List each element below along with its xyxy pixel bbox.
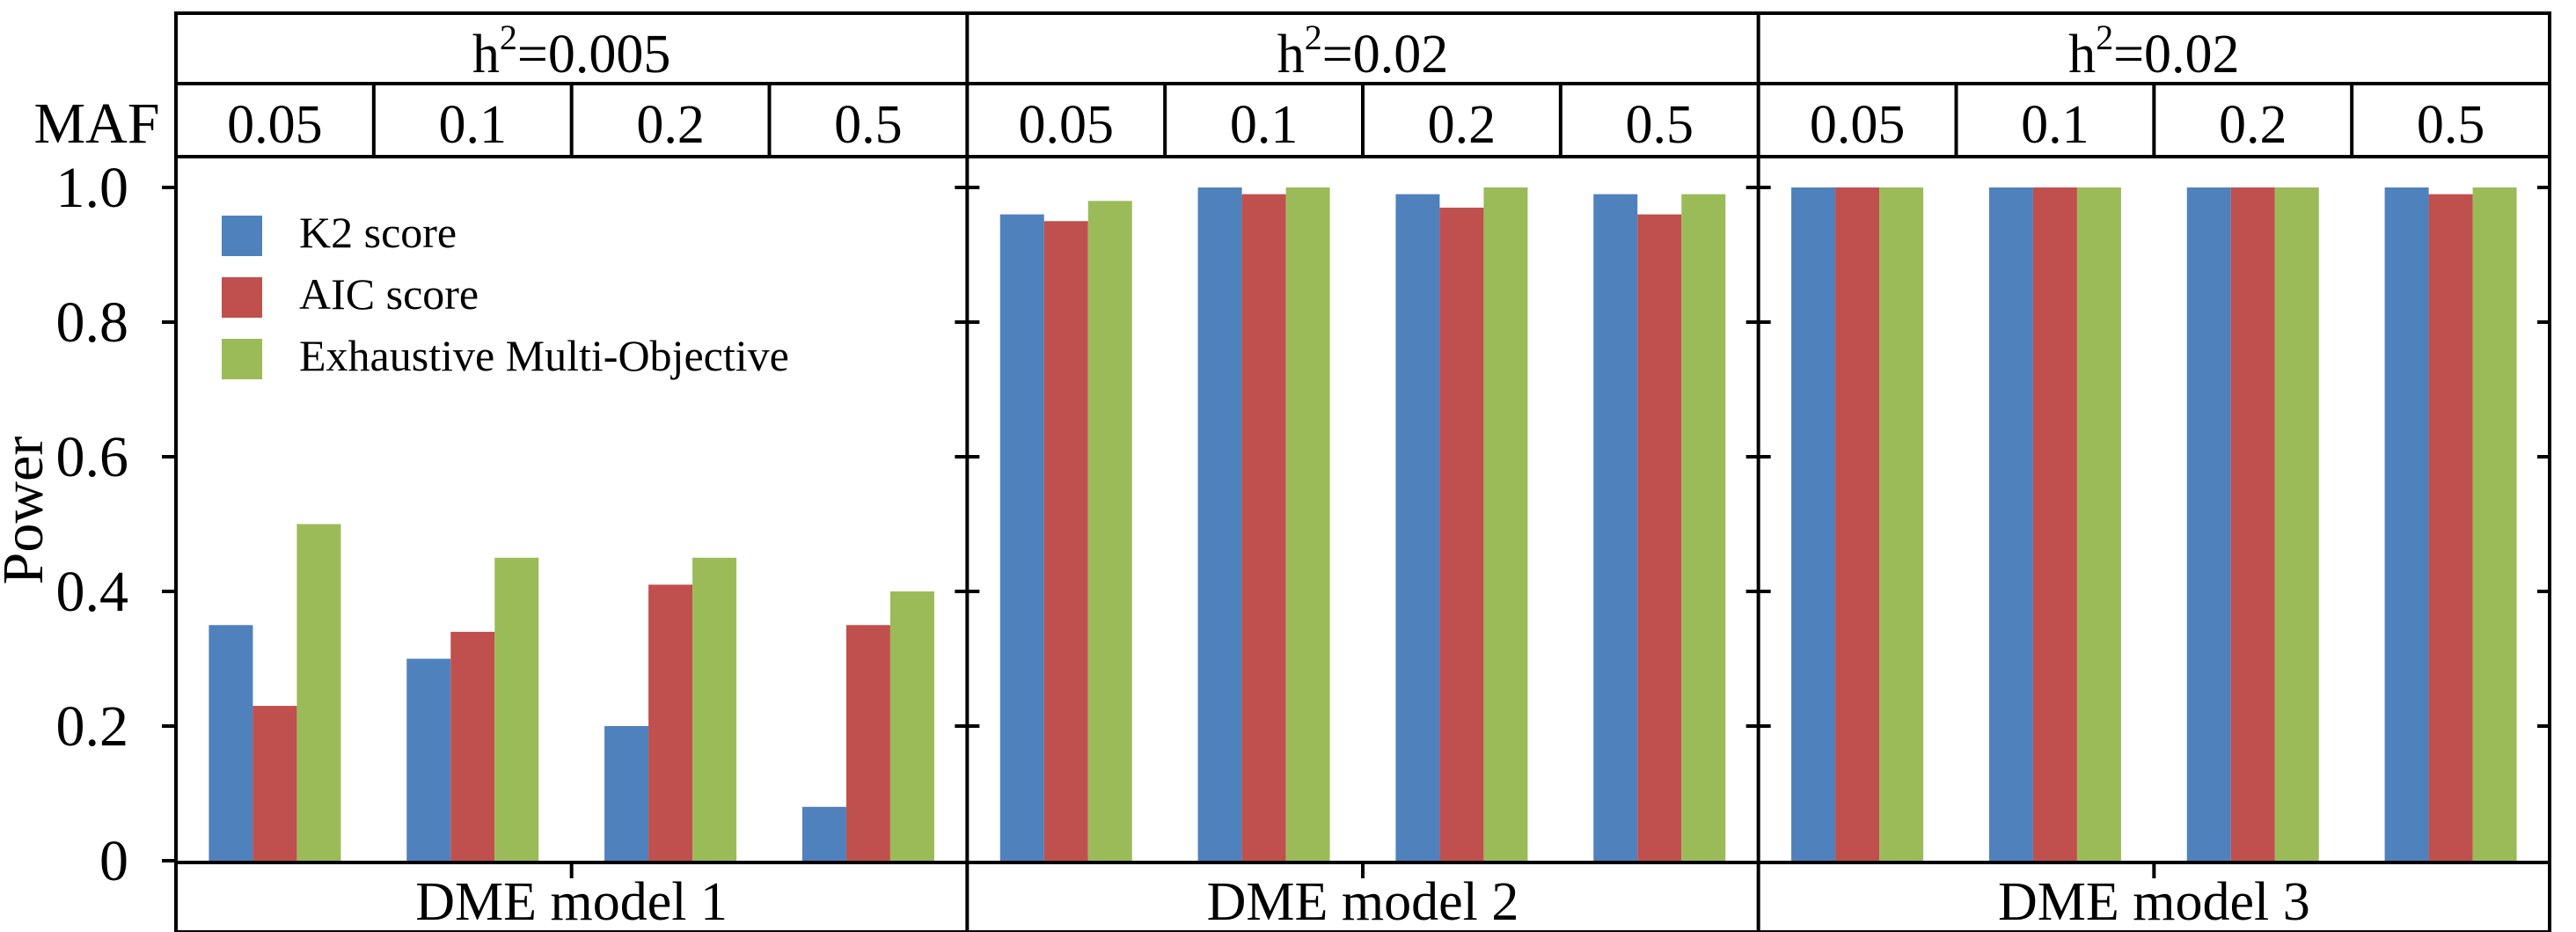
maf-label: 0.2 (2219, 95, 2287, 155)
heritability-exponent: 2 (2096, 18, 2113, 57)
maf-label: 0.2 (1428, 95, 1497, 155)
y-tick-label: 1.0 (56, 156, 129, 220)
bar-k2-score-p2-c1 (999, 214, 1044, 862)
bar-exhaustive-multi-objective-p2-c3 (1483, 187, 1528, 861)
maf-label: 0.2 (636, 95, 705, 155)
maf-label: 0.05 (1019, 95, 1115, 155)
bar-k2-score-p1-c4 (801, 806, 846, 861)
bar-k2-score-p3-c4 (2384, 187, 2429, 861)
bar-k2-score-p2-c4 (1593, 194, 1638, 861)
maf-label: 0.1 (1230, 95, 1299, 155)
y-tick-label: 0.8 (56, 290, 129, 355)
legend-label: K2 score (299, 208, 457, 257)
maf-label: 0.05 (1810, 95, 1906, 155)
bar-k2-score-p2-c2 (1197, 187, 1242, 861)
outer-border (174, 11, 2551, 932)
bar-exhaustive-multi-objective-p2-c4 (1681, 194, 1726, 861)
y-tick-label: 0.2 (56, 694, 129, 759)
bar-exhaustive-multi-objective-p3-c4 (2472, 187, 2517, 861)
bar-exhaustive-multi-objective-p1-c1 (296, 524, 341, 861)
maf-label: 0.1 (2021, 95, 2089, 155)
y-tick-label: 0.6 (56, 425, 129, 489)
bar-exhaustive-multi-objective-p2-c2 (1285, 187, 1330, 861)
y-axis-title: Power (0, 437, 55, 585)
maf-label: 0.05 (227, 95, 323, 155)
model-label: DME model 1 (415, 872, 728, 932)
heritability-header-3: h2=0.02 (2068, 18, 2239, 84)
legend-swatch-k2-score (222, 216, 262, 256)
maf-label: 0.1 (439, 95, 508, 155)
legend-label: Exhaustive Multi-Objective (299, 331, 789, 380)
heritability-header-2: h2=0.02 (1277, 18, 1448, 84)
bar-exhaustive-multi-objective-p1-c2 (494, 557, 539, 861)
bar-aic-score-p2-c4 (1637, 214, 1682, 862)
bar-k2-score-p3-c3 (2186, 187, 2231, 861)
maf-label: 0.5 (2417, 95, 2485, 155)
bar-exhaustive-multi-objective-p3-c2 (2076, 187, 2121, 861)
y-tick-label: 0 (99, 829, 128, 893)
heritability-symbol: h (472, 25, 500, 84)
bar-aic-score-p1-c2 (450, 631, 495, 861)
bar-exhaustive-multi-objective-p1-c4 (889, 591, 934, 861)
bar-k2-score-p1-c3 (604, 726, 649, 861)
heritability-value: =0.02 (2113, 25, 2239, 84)
legend-swatch-aic-score (222, 277, 262, 318)
heritability-symbol: h (1277, 25, 1305, 84)
bar-aic-score-p2-c1 (1043, 221, 1088, 861)
bar-aic-score-p1-c4 (845, 625, 890, 861)
heritability-exponent: 2 (500, 18, 517, 57)
bar-aic-score-p2-c3 (1439, 207, 1484, 861)
model-label: DME model 3 (1998, 872, 2310, 932)
heritability-exponent: 2 (1305, 18, 1322, 57)
heritability-symbol: h (2068, 25, 2096, 84)
model-label: DME model 2 (1207, 872, 1519, 932)
bar-k2-score-p1-c1 (209, 625, 253, 861)
bar-aic-score-p3-c4 (2428, 194, 2473, 861)
maf-label: 0.5 (834, 95, 903, 155)
bar-k2-score-p3-c2 (1988, 187, 2033, 861)
bar-exhaustive-multi-objective-p2-c1 (1087, 201, 1132, 862)
bar-aic-score-p3-c1 (1835, 187, 1880, 861)
bar-k2-score-p3-c1 (1791, 187, 1836, 861)
legend-swatch-exhaustive-multi-objective (222, 339, 262, 379)
bar-exhaustive-multi-objective-p3-c1 (1879, 187, 1924, 861)
bar-k2-score-p2-c3 (1395, 194, 1440, 861)
y-tick-label: 0.4 (56, 560, 129, 624)
legend: K2 score AIC score Exhaustive Multi-Object… (222, 208, 789, 380)
legend-label: AIC score (299, 269, 479, 319)
bar-aic-score-p2-c2 (1241, 194, 1286, 861)
heritability-value: =0.005 (517, 25, 670, 84)
bar-exhaustive-multi-objective-p1-c3 (692, 557, 737, 861)
bar-aic-score-p1-c1 (252, 706, 297, 861)
maf-label: 0.5 (1626, 95, 1694, 155)
bar-aic-score-p3-c2 (2032, 187, 2077, 861)
bar-exhaustive-multi-objective-p3-c3 (2274, 187, 2319, 861)
chart-frame (162, 11, 2551, 932)
bar-aic-score-p1-c3 (648, 584, 693, 861)
bars-layer (209, 187, 2517, 862)
bar-k2-score-p1-c2 (406, 658, 451, 861)
bar-aic-score-p3-c3 (2230, 187, 2275, 861)
maf-row-label: MAF (33, 92, 159, 156)
heritability-header-1: h2=0.005 (472, 18, 670, 84)
heritability-value: =0.02 (1322, 25, 1448, 84)
